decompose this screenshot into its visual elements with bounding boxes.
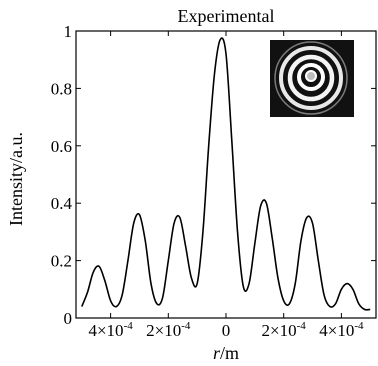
x-tick-label: 2×10-4	[262, 320, 307, 340]
x-axis-label-unit: /m	[220, 343, 239, 363]
x-axis-label: r/m	[213, 343, 239, 363]
y-tick-label: 0.8	[51, 79, 72, 98]
x-tick-label: 4×10-4	[88, 320, 133, 340]
y-tick-label: 0.2	[51, 252, 72, 271]
y-ticks: 0 0.2 0.4 0.6 0.8 1	[51, 22, 376, 328]
y-tick-label: 0.4	[51, 194, 73, 213]
series-group	[81, 37, 371, 311]
x-tick-label: 2×10-4	[146, 320, 191, 340]
x-tick-label: 4×10-4	[319, 320, 364, 340]
y-axis-label: Intensity/a.u.	[6, 132, 26, 226]
chart-title: Experimental	[178, 6, 275, 26]
concentric-rings-pattern-icon	[270, 40, 354, 117]
series-line	[81, 37, 371, 311]
y-tick-label: 1	[64, 22, 73, 41]
y-tick-label: 0	[64, 309, 73, 328]
x-tick-label: 0	[222, 321, 231, 340]
x-axis-label-var: r	[213, 343, 221, 363]
x-ticks: 4×10-4 2×10-4 0 2×10-4 4×10-4	[88, 31, 364, 340]
y-tick-label: 0.6	[51, 137, 72, 156]
